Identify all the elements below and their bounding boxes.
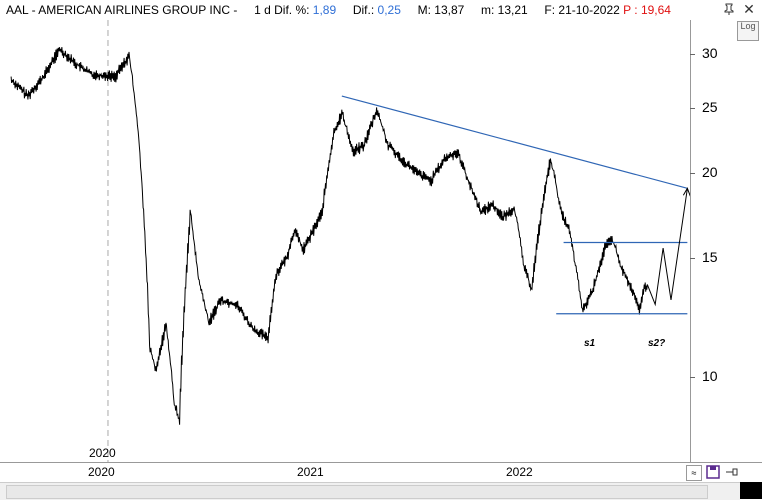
y-tick-label: 25 — [702, 98, 718, 115]
horizontal-scrollbar[interactable] — [0, 482, 740, 500]
y-tick-mark — [690, 257, 695, 259]
y-tick-label: 15 — [702, 248, 718, 265]
y-tick-mark — [690, 173, 695, 175]
y-axis — [690, 20, 762, 462]
scroll-icon[interactable] — [740, 482, 762, 499]
dock-icon[interactable] — [724, 465, 738, 479]
x-tick-2021: 2021 — [297, 465, 324, 479]
price-chart[interactable] — [0, 20, 691, 462]
price-series-line — [10, 47, 648, 425]
resistance-trendline[interactable] — [341, 95, 688, 189]
dif-label: Dif.: — [352, 3, 375, 17]
interval-label: 1 d — [254, 3, 271, 17]
y-tick-label: 20 — [702, 164, 718, 181]
year-marker-label: 2020 — [89, 446, 116, 460]
annotation-s1: s1 — [584, 338, 596, 349]
x-tick-2022: 2022 — [506, 465, 533, 479]
price-label: P : — [623, 3, 638, 17]
max-label: M: — [417, 3, 431, 17]
save-icon[interactable] — [706, 465, 720, 479]
y-tick-label: 30 — [702, 45, 718, 61]
y-tick-mark — [690, 54, 695, 55]
y-tick-mark — [690, 377, 695, 378]
projection-path — [646, 188, 688, 307]
projection-arrowhead — [682, 187, 690, 197]
x-axis — [0, 462, 762, 483]
close-icon[interactable]: ✕ — [743, 1, 755, 17]
dif-pct-label: Dif. %: — [274, 3, 310, 17]
date-value: 21-10-2022 — [558, 3, 620, 17]
annotation-s2: s2? — [648, 338, 666, 349]
dif-value: 0,25 — [377, 3, 401, 17]
chart-header: AAL - AMERICAN AIRLINES GROUP INC - 1 d … — [0, 0, 762, 20]
price-value: 19,64 — [640, 3, 671, 17]
dif-pct-value: 1,89 — [312, 3, 337, 17]
zoom-icon[interactable]: ≈ — [686, 465, 702, 481]
pin-icon[interactable] — [722, 2, 736, 16]
log-scale-button[interactable]: Log — [737, 21, 759, 41]
date-label: F: — [544, 3, 556, 17]
min-value: 13,21 — [497, 3, 528, 17]
symbol-title: AAL - AMERICAN AIRLINES GROUP INC - — [6, 3, 238, 17]
chart-toolbar: ≈ — [684, 462, 762, 482]
min-label: m: — [480, 3, 495, 17]
x-tick-2020: 2020 — [88, 465, 115, 479]
y-tick-label: 10 — [702, 368, 718, 384]
max-value: 13,87 — [434, 3, 465, 17]
scroll-thumb[interactable] — [6, 485, 708, 499]
y-tick-mark — [690, 107, 695, 109]
